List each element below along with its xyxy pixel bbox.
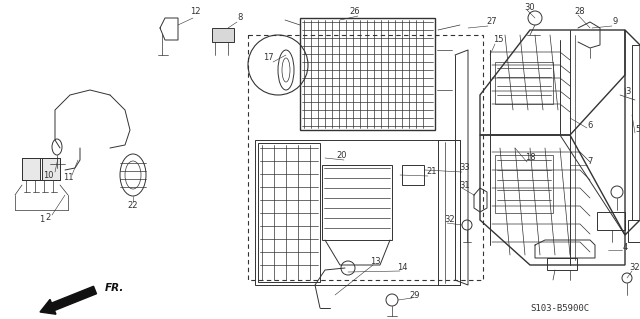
Text: 4: 4 <box>622 243 628 253</box>
Bar <box>248 35 483 280</box>
Text: 11: 11 <box>63 174 73 182</box>
Text: 10: 10 <box>43 170 53 180</box>
Bar <box>495 155 553 213</box>
Text: 3: 3 <box>625 87 630 97</box>
Text: 9: 9 <box>612 18 618 26</box>
Text: FR.: FR. <box>105 283 124 293</box>
Text: 15: 15 <box>493 35 503 44</box>
Bar <box>402 165 424 185</box>
Bar <box>42 158 60 180</box>
Text: 6: 6 <box>588 121 593 130</box>
Text: 20: 20 <box>337 151 348 160</box>
Text: 26: 26 <box>349 8 360 17</box>
Text: 17: 17 <box>262 54 273 63</box>
Text: 13: 13 <box>370 257 380 266</box>
Bar <box>22 158 60 180</box>
Bar <box>212 28 234 42</box>
Text: 14: 14 <box>397 263 407 272</box>
Bar <box>628 220 640 242</box>
Bar <box>258 143 320 282</box>
Bar <box>632 45 640 220</box>
Text: 21: 21 <box>427 167 437 176</box>
Text: 8: 8 <box>237 13 243 23</box>
Bar <box>322 165 392 240</box>
Text: 27: 27 <box>486 18 497 26</box>
Bar <box>438 140 460 285</box>
Text: 2: 2 <box>45 213 51 222</box>
Bar <box>547 258 577 270</box>
Text: 33: 33 <box>460 164 470 173</box>
FancyArrow shape <box>40 286 97 314</box>
Text: 7: 7 <box>588 158 593 167</box>
Text: 31: 31 <box>460 181 470 189</box>
Text: 1: 1 <box>40 216 45 225</box>
Text: 30: 30 <box>525 3 535 11</box>
Text: 28: 28 <box>575 8 586 17</box>
Text: 12: 12 <box>189 8 200 17</box>
Text: S103-B5900C: S103-B5900C <box>530 304 589 313</box>
Bar <box>300 18 435 130</box>
Text: 32: 32 <box>445 216 455 225</box>
Text: 5: 5 <box>636 125 640 135</box>
Text: 18: 18 <box>525 153 535 162</box>
Bar <box>495 62 553 104</box>
Text: 22: 22 <box>128 201 138 210</box>
Text: 32: 32 <box>630 263 640 272</box>
Text: 29: 29 <box>410 291 420 300</box>
Bar <box>22 158 40 180</box>
Bar <box>255 140 460 285</box>
Bar <box>597 212 625 230</box>
